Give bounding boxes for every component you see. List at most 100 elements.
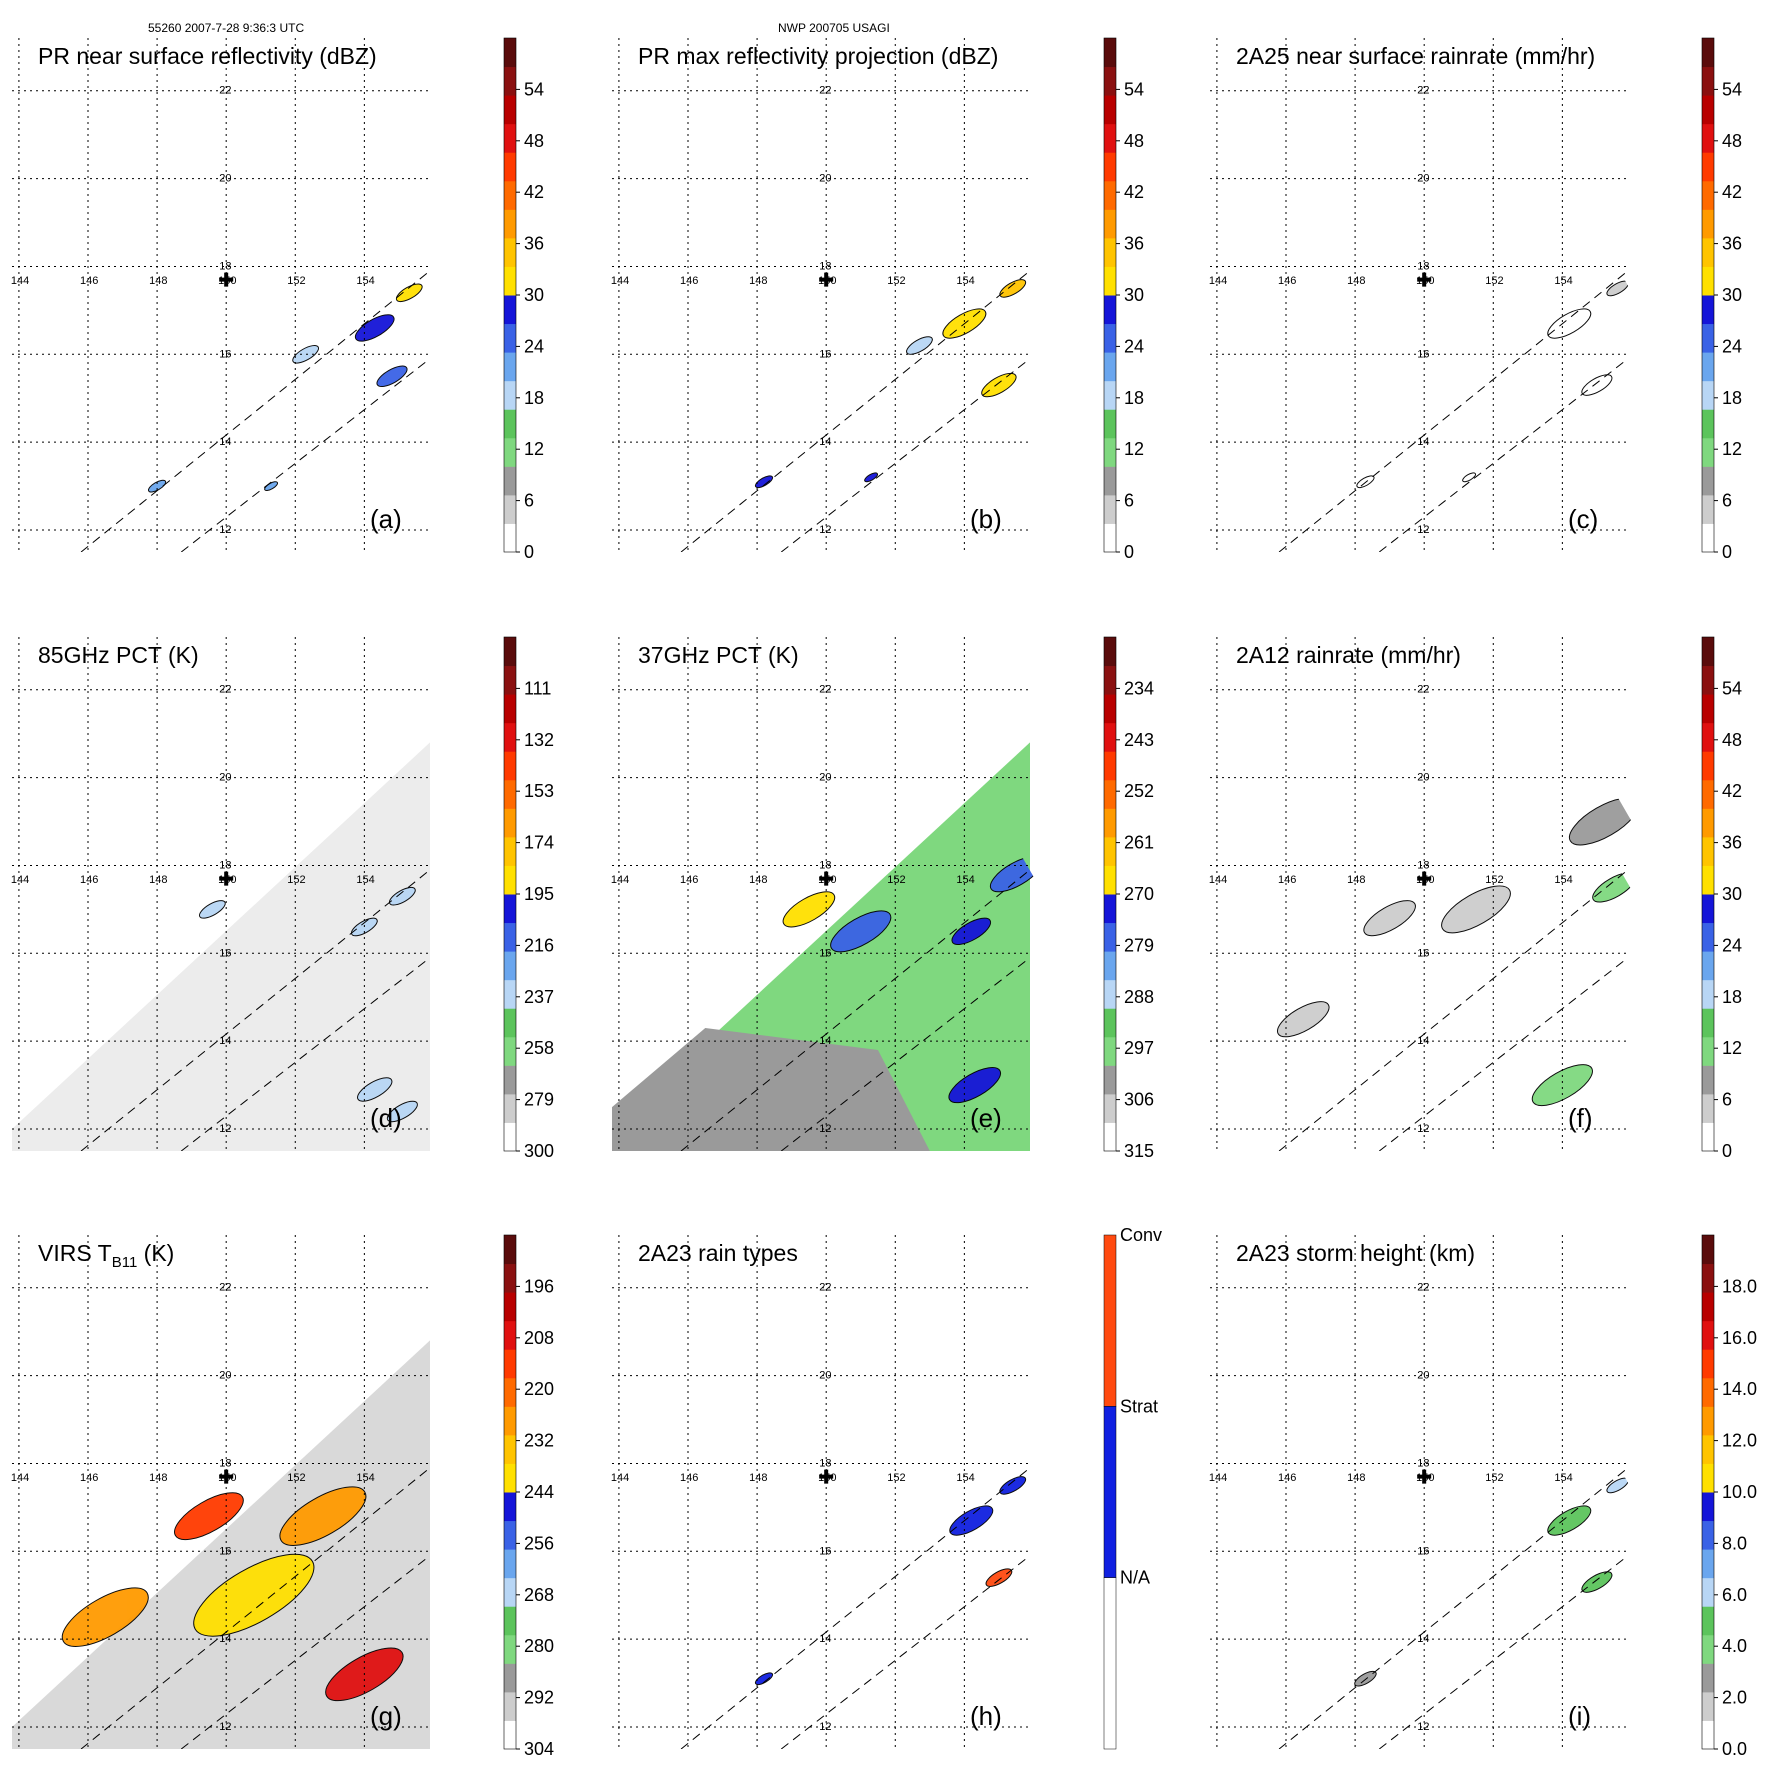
colorbar-label: 280: [524, 1636, 554, 1656]
colorbar-label: 16.0: [1722, 1328, 1757, 1348]
colorbar-swatch: [1104, 1093, 1116, 1123]
data-feature: [864, 472, 879, 483]
colorbar-swatch: [504, 409, 516, 439]
panel-f: 1441461481501521542220181614122A12 rainr…: [1209, 636, 1742, 1161]
colorbar-label: 24: [1722, 935, 1742, 955]
colorbar-swatch: [1702, 409, 1714, 439]
panel-title-subscript: B11: [112, 1254, 138, 1271]
data-feature: [357, 1077, 393, 1102]
colorbar-label: 195: [524, 884, 554, 904]
colorbar-swatch: [1104, 979, 1116, 1009]
data-feature: [949, 1505, 994, 1536]
data-feature: [754, 475, 774, 489]
lat-tick-label: 22: [1417, 684, 1429, 696]
colorbar-label: 42: [524, 182, 544, 202]
colorbar-swatch: [504, 180, 516, 210]
lat-tick-label: 12: [219, 1123, 231, 1135]
colorbar-swatch: [1702, 152, 1714, 182]
panel-label: (h): [970, 1701, 1002, 1731]
panel-title: 2A25 near surface rainrate (mm/hr): [1236, 43, 1595, 69]
colorbar-swatch: [1702, 123, 1714, 153]
colorbar-swatch: [1702, 1036, 1714, 1066]
colorbar-label: 42: [1722, 182, 1742, 202]
colorbar-label: 244: [524, 1482, 554, 1502]
colorbar-label: 6: [1124, 491, 1134, 511]
data-feature: [830, 910, 892, 953]
lon-tick-label: 154: [356, 874, 374, 886]
lat-tick-label: 18: [219, 260, 231, 272]
colorbar-swatch: [504, 466, 516, 496]
lon-tick-label: 144: [611, 1472, 629, 1484]
lon-tick-label: 146: [680, 1472, 698, 1484]
colorbar-label: 36: [1124, 234, 1144, 254]
colorbar-swatch: [504, 751, 516, 781]
colorbar-label: 0.0: [1722, 1739, 1747, 1759]
colorbar-swatch: [504, 38, 516, 68]
colorbar-swatch: [504, 237, 516, 267]
colorbar-swatch: [1104, 665, 1116, 695]
lon-tick-label: 148: [749, 275, 767, 287]
colorbar-swatch: [1104, 437, 1116, 467]
lon-tick-label: 148: [749, 1472, 767, 1484]
colorbar-label: 0: [1722, 542, 1732, 562]
colorbar-swatch: [504, 637, 516, 667]
colorbar-swatch: [1702, 694, 1714, 724]
panel-title: 2A12 rainrate (mm/hr): [1236, 642, 1461, 668]
colorbar-swatch: [504, 865, 516, 895]
lon-tick-label: 152: [887, 275, 905, 287]
data-feature: [1606, 280, 1629, 297]
pr-swath-edge: [180, 957, 430, 1151]
colorbar-swatch: [1702, 1634, 1714, 1664]
colorbar-swatch: [504, 1093, 516, 1123]
storm-center-marker: [819, 871, 834, 886]
lat-tick-label: 12: [819, 1123, 831, 1135]
panel-d: 14414614815015215422201816141285GHz PCT …: [11, 636, 554, 1161]
colorbar-label: 132: [524, 730, 554, 750]
colorbar-swatch: [504, 1492, 516, 1522]
colorbar-label: 4.0: [1722, 1636, 1747, 1656]
lat-tick-label: 20: [819, 173, 831, 185]
colorbar-label: 30: [524, 285, 544, 305]
lon-tick-label: 152: [887, 1472, 905, 1484]
storm-center-marker: [219, 871, 234, 886]
colorbar-swatch: [1104, 1065, 1116, 1095]
colorbar-swatch: [504, 694, 516, 724]
lat-tick-label: 18: [1417, 859, 1429, 871]
lon-tick-label: 154: [956, 275, 974, 287]
colorbar-label: 54: [1722, 79, 1742, 99]
colorbar-label: 256: [524, 1533, 554, 1553]
lat-tick-label: 16: [819, 947, 831, 959]
colorbar-swatch: [504, 1377, 516, 1407]
colorbar-swatch: [504, 951, 516, 981]
lat-tick-label: 14: [219, 436, 231, 448]
lat-tick-label: 22: [1417, 1282, 1429, 1294]
colorbar-swatch: [1104, 808, 1116, 838]
colorbar-swatch: [1103, 1577, 1117, 1750]
colorbar-swatch: [1104, 836, 1116, 866]
lon-tick-label: 148: [149, 874, 167, 886]
colorbar-swatch: [1702, 237, 1714, 267]
colorbar-swatch: [504, 1349, 516, 1379]
colorbar-label: 18: [1722, 388, 1742, 408]
data-feature: [198, 900, 226, 919]
pr-swath-edge: [1378, 358, 1628, 552]
colorbar-swatch: [1702, 836, 1714, 866]
lat-tick-label: 14: [1417, 1035, 1429, 1047]
data-feature: [1441, 885, 1511, 934]
colorbar-label: 243: [1124, 730, 1154, 750]
colorbar-swatch: [1104, 894, 1116, 924]
panel-title: VIRS TB11 (K): [38, 1240, 174, 1271]
colorbar: 196 208 220 232 244 256 268 280 292 304: [503, 1234, 554, 1759]
colorbar-swatch: [1104, 694, 1116, 724]
colorbar-swatch: [504, 1292, 516, 1322]
colorbar-swatch: [1702, 1349, 1714, 1379]
panel-label: (g): [370, 1701, 402, 1731]
colorbar-label: 174: [524, 833, 554, 853]
panel-c: 1441461481501521542220181614122A25 near …: [1209, 37, 1742, 562]
lon-tick-label: 154: [956, 1472, 974, 1484]
lon-tick-label: 148: [149, 1472, 167, 1484]
pr-swath-edge: [780, 957, 1030, 1151]
colorbar-label: 2.0: [1722, 1688, 1747, 1708]
lat-tick-label: 22: [219, 85, 231, 97]
colorbar-swatch: [1104, 352, 1116, 382]
